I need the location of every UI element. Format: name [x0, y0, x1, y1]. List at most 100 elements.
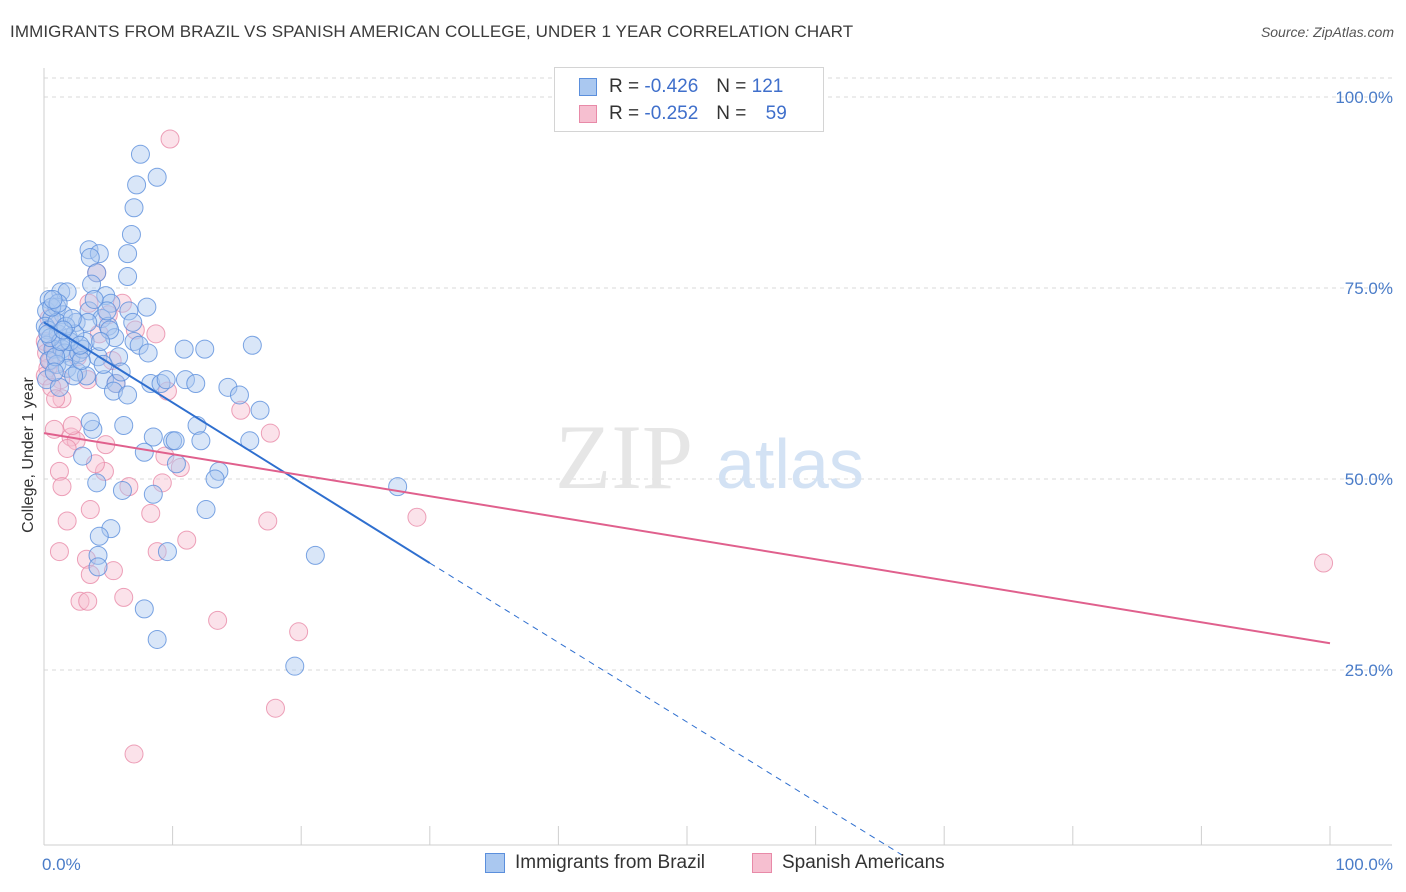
- watermark-zip: ZIP: [555, 406, 693, 508]
- data-point: [82, 274, 102, 294]
- data-point: [52, 389, 72, 409]
- data-point: [101, 519, 121, 539]
- data-point: [195, 339, 215, 359]
- legend-swatch-brazil: [485, 853, 505, 873]
- gridlines: [44, 77, 1392, 671]
- data-point: [87, 473, 107, 493]
- data-point: [265, 698, 285, 718]
- legend-n-label: N =: [716, 76, 747, 97]
- data-point: [260, 423, 280, 443]
- x-tick-label: 100.0%: [1335, 855, 1393, 874]
- data-point: [231, 400, 251, 420]
- y-tick-label: 50.0%: [1345, 470, 1393, 489]
- data-point: [250, 400, 270, 420]
- data-point: [71, 351, 91, 371]
- data-point: [305, 545, 325, 565]
- data-point: [137, 297, 157, 317]
- trend-line-brazil: [43, 321, 431, 564]
- axes: [43, 68, 1392, 846]
- data-point: [151, 374, 171, 393]
- legend-item-brazil[interactable]: Immigrants from Brazil: [485, 852, 705, 874]
- data-point: [88, 557, 108, 577]
- data-point: [1314, 553, 1334, 573]
- data-point: [123, 312, 143, 332]
- data-point: [70, 591, 90, 611]
- data-point: [134, 442, 154, 462]
- data-point: [52, 477, 72, 497]
- series-immigrants-from-brazil: [35, 144, 408, 676]
- data-point: [53, 320, 73, 340]
- data-point: [143, 484, 163, 504]
- data-point: [57, 438, 77, 458]
- data-point: [80, 412, 100, 432]
- data-point: [258, 511, 278, 531]
- legend-row-pink: R = -0.252 N = 59: [579, 101, 787, 127]
- data-point: [174, 339, 194, 359]
- data-point: [138, 343, 158, 363]
- data-point: [49, 461, 69, 481]
- stats-legend: R = -0.426 N = 121 R = -0.252 N = 59: [554, 67, 824, 132]
- y-tick-label: 100.0%: [1335, 88, 1393, 107]
- legend-row-blue: R = -0.426 N = 121: [579, 74, 783, 100]
- data-point: [156, 370, 176, 390]
- data-point: [289, 622, 309, 642]
- data-point: [186, 374, 206, 393]
- legend-r-value: -0.252: [644, 103, 699, 124]
- watermark: ZIP atlas: [555, 406, 864, 508]
- data-point: [242, 335, 262, 355]
- data-point: [114, 416, 134, 436]
- legend-n-label: N =: [716, 103, 747, 124]
- data-point: [127, 175, 147, 195]
- y-axis-label: College, Under 1 year: [20, 377, 37, 533]
- data-point: [103, 561, 123, 581]
- data-point: [62, 416, 82, 436]
- data-point: [147, 542, 167, 562]
- chart-source: Source: ZipAtlas.com: [1260, 24, 1394, 40]
- data-point: [93, 354, 113, 374]
- data-point: [165, 431, 185, 451]
- legend-swatch-spanish: [752, 853, 772, 873]
- legend-n-value: 121: [751, 76, 784, 97]
- data-point: [124, 744, 144, 764]
- data-point: [177, 530, 197, 550]
- data-point: [191, 431, 211, 451]
- data-point: [119, 301, 139, 321]
- data-point: [106, 374, 126, 393]
- legend-swatch-blue: [579, 78, 597, 96]
- data-point: [83, 419, 103, 439]
- data-point: [49, 377, 69, 397]
- data-point: [146, 324, 166, 344]
- legend-item-spanish[interactable]: Spanish Americans: [752, 852, 945, 874]
- trend-line-brazil-extension: [429, 562, 906, 858]
- data-point: [80, 500, 100, 520]
- data-point: [79, 240, 99, 260]
- tick-labels: 25.0% 50.0% 75.0% 100.0% 0.0% 100.0%: [42, 88, 1393, 874]
- data-point: [80, 565, 100, 584]
- data-point: [89, 526, 109, 546]
- data-point: [112, 293, 132, 313]
- data-point: [43, 289, 63, 309]
- x-tick-label: 0.0%: [42, 855, 81, 874]
- data-point: [118, 267, 138, 287]
- trend-lines: [43, 321, 1331, 858]
- data-point: [134, 599, 154, 619]
- data-point: [46, 347, 66, 367]
- legend-swatch-pink: [579, 105, 597, 123]
- data-point: [112, 480, 132, 500]
- data-point: [48, 293, 68, 313]
- data-point: [147, 167, 167, 187]
- data-point: [47, 354, 67, 374]
- data-point: [78, 312, 98, 332]
- series-legend: Immigrants from Brazil Spanish Americans: [0, 852, 1406, 878]
- data-point: [205, 469, 225, 489]
- data-point: [170, 458, 190, 478]
- legend-r-value: -0.426: [644, 76, 699, 97]
- data-point: [73, 446, 93, 466]
- data-point: [407, 507, 427, 527]
- data-point: [143, 427, 163, 447]
- data-point: [64, 366, 84, 386]
- data-point: [157, 542, 177, 562]
- data-point: [121, 225, 141, 245]
- data-point: [87, 263, 107, 283]
